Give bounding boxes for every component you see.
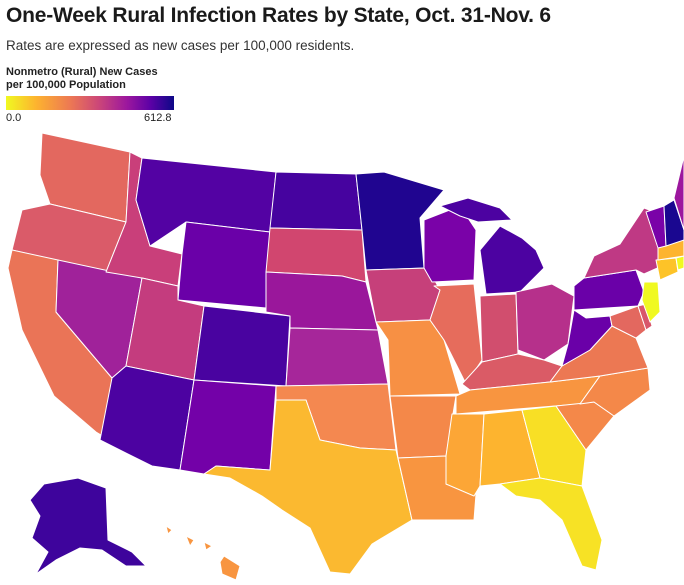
state-indiana[interactable] bbox=[479, 293, 519, 363]
state-connecticut[interactable] bbox=[655, 257, 679, 281]
state-arizona[interactable] bbox=[99, 365, 195, 471]
legend-title-line1: Nonmetro (Rural) New Cases bbox=[6, 66, 158, 78]
state-texas[interactable] bbox=[203, 399, 413, 575]
state-arkansas[interactable] bbox=[389, 395, 457, 459]
legend-title: Nonmetro (Rural) New Cases per 100,000 P… bbox=[6, 66, 158, 92]
state-ohio[interactable] bbox=[515, 283, 575, 361]
map-subtitle: Rates are expressed as new cases per 100… bbox=[6, 38, 355, 53]
state-north-dakota[interactable] bbox=[269, 171, 363, 231]
state-maine[interactable] bbox=[673, 155, 684, 231]
legend-color-scale bbox=[6, 96, 174, 110]
state-rhode-island[interactable] bbox=[675, 255, 684, 271]
legend-min-label: 0.0 bbox=[6, 112, 22, 124]
state-new-hampshire[interactable] bbox=[663, 199, 684, 247]
state-new-jersey[interactable] bbox=[641, 281, 661, 323]
state-georgia[interactable] bbox=[521, 405, 587, 487]
state-michigan-up[interactable] bbox=[439, 197, 513, 223]
map-title: One-Week Rural Infection Rates by State,… bbox=[6, 4, 551, 27]
legend-max-label: 612.8 bbox=[144, 112, 172, 124]
state-mississippi[interactable] bbox=[445, 413, 485, 497]
state-new-mexico[interactable] bbox=[179, 379, 277, 475]
state-michigan[interactable] bbox=[479, 225, 545, 295]
state-minnesota[interactable] bbox=[355, 171, 445, 271]
state-wyoming[interactable] bbox=[177, 221, 271, 309]
state-hawaii[interactable] bbox=[165, 525, 241, 581]
state-illinois[interactable] bbox=[429, 283, 483, 385]
state-maryland[interactable] bbox=[609, 305, 647, 339]
state-kansas[interactable] bbox=[285, 327, 389, 387]
state-colorado[interactable] bbox=[193, 305, 291, 387]
state-florida[interactable] bbox=[499, 477, 603, 571]
legend-title-line2: per 100,000 Population bbox=[6, 79, 126, 91]
state-alaska[interactable] bbox=[29, 477, 147, 575]
